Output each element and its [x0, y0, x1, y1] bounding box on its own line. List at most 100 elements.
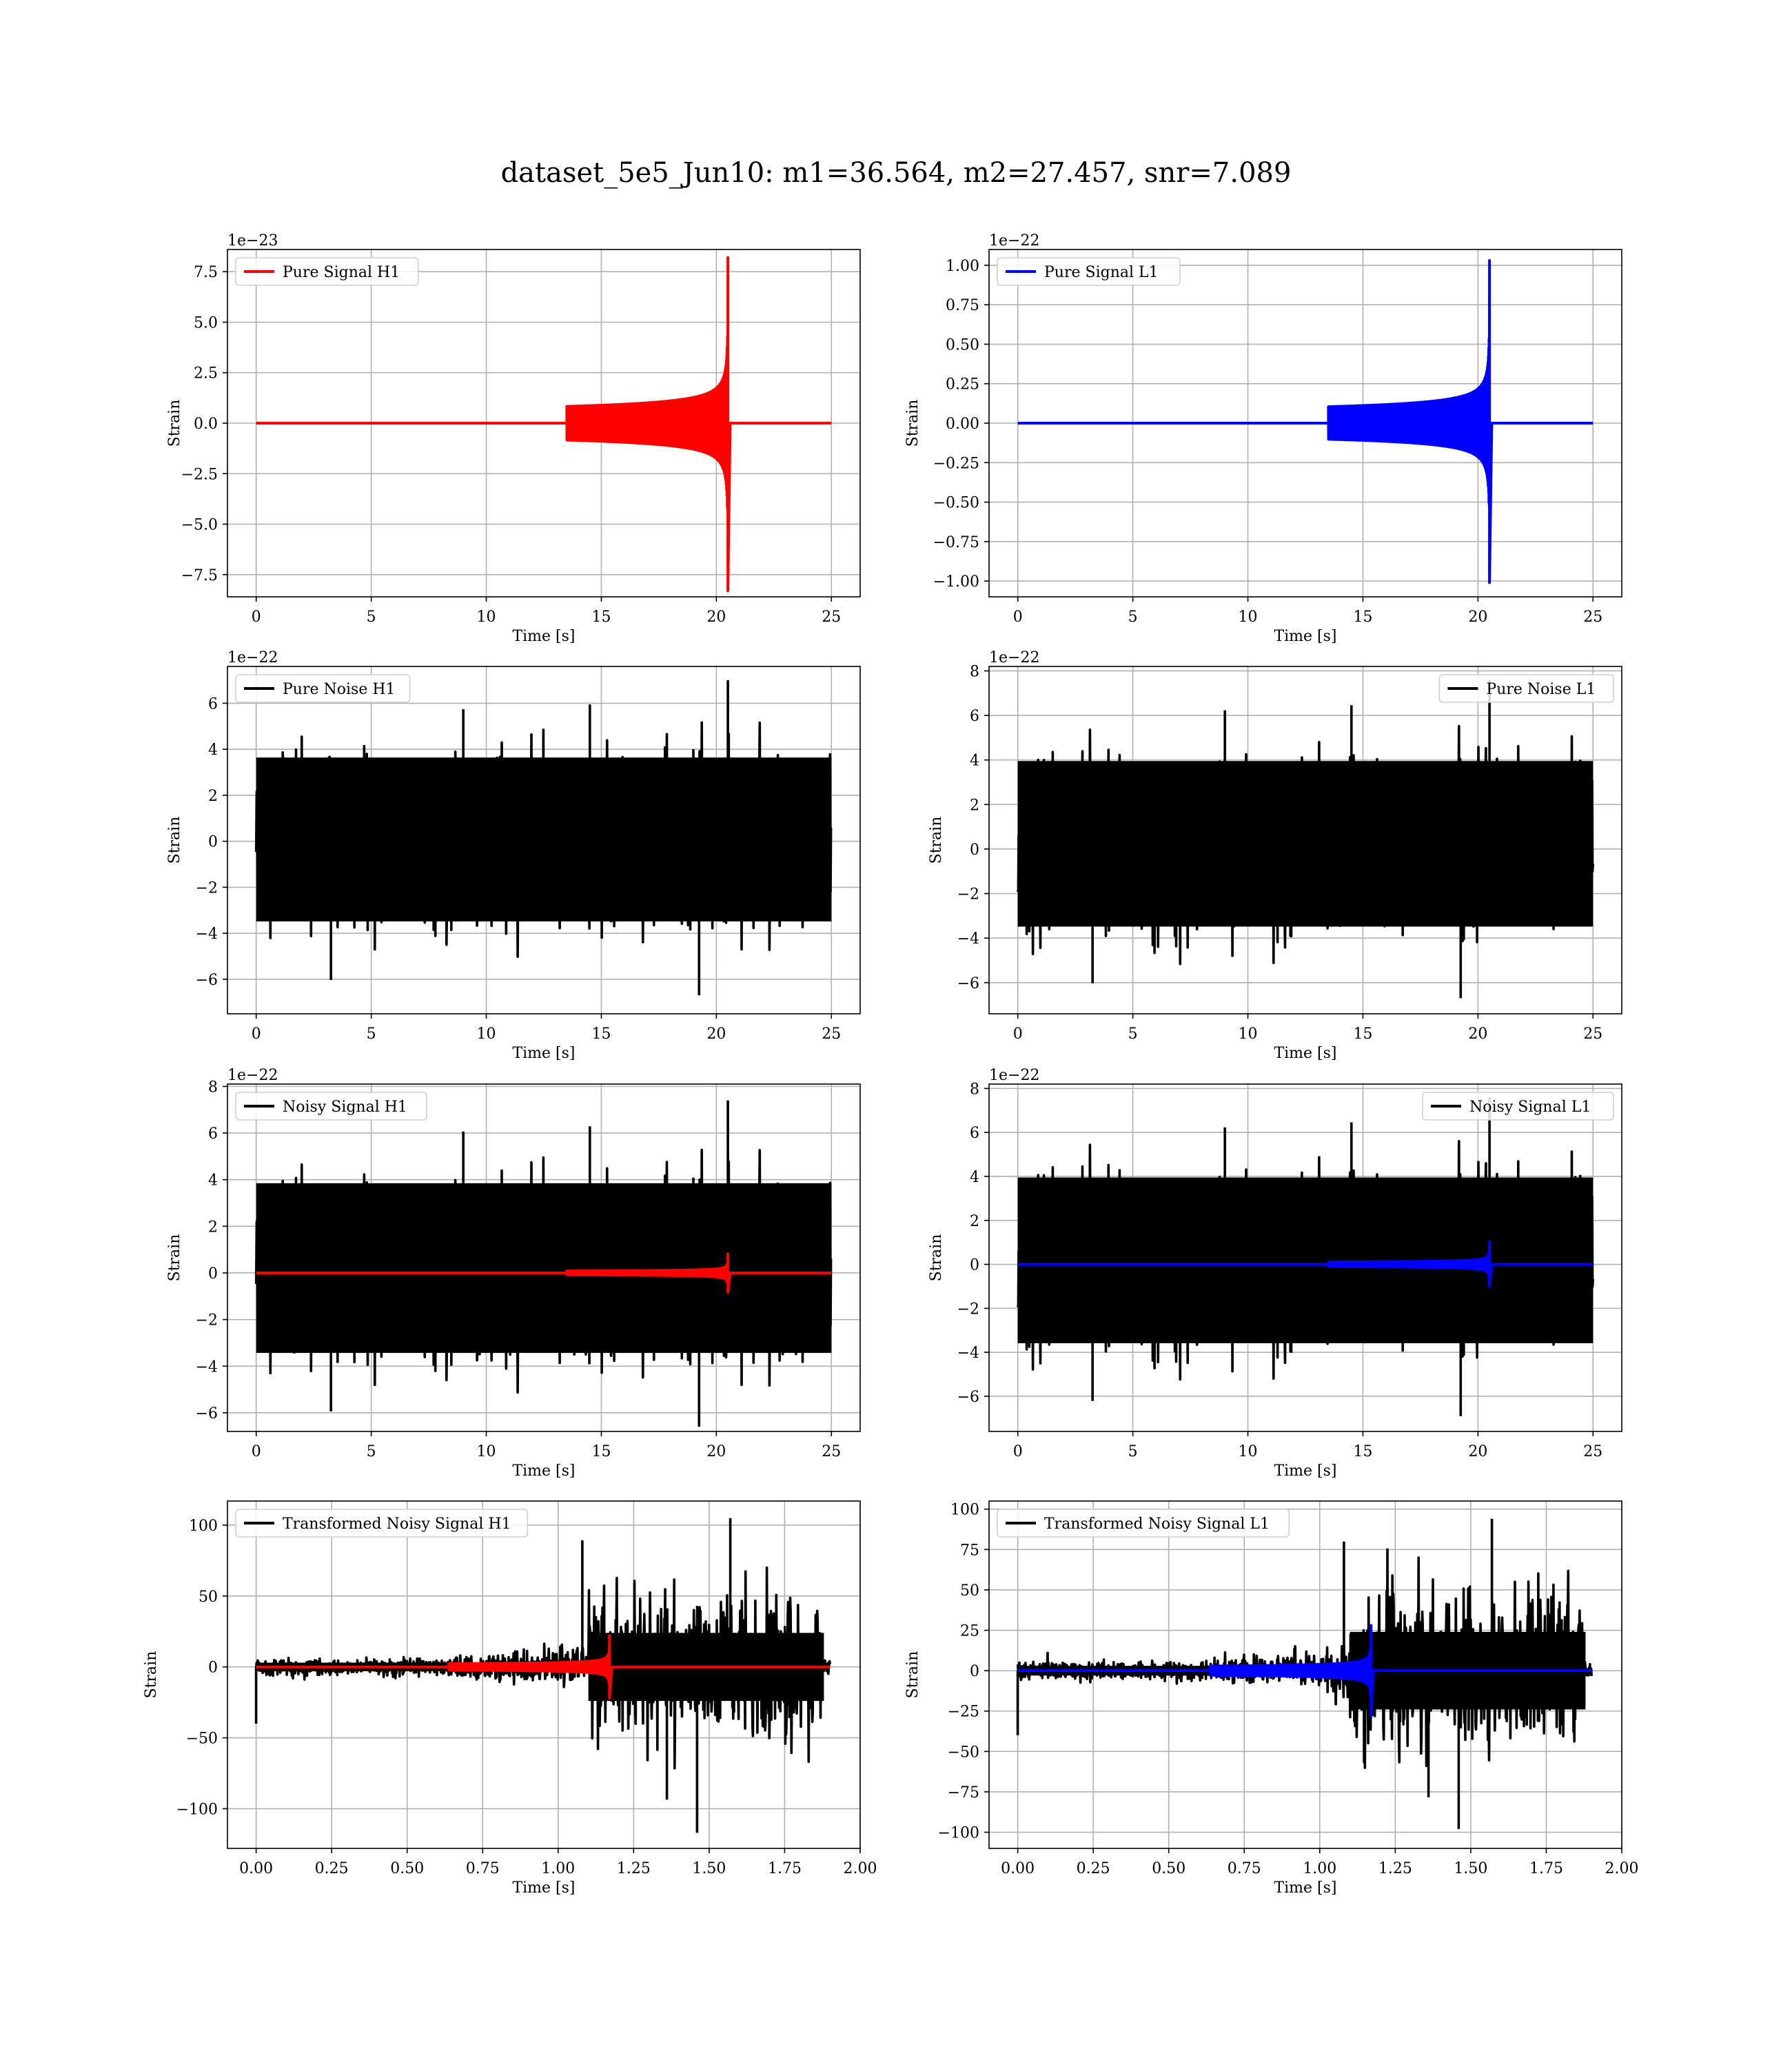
plot-area — [254, 1518, 831, 1833]
legend-box — [1438, 674, 1614, 703]
y-tick-label: 75 — [960, 1542, 979, 1559]
legend-box — [997, 1509, 1290, 1538]
legend: Noisy Signal L1 — [1422, 1092, 1614, 1121]
y-tick-label: −0.75 — [933, 534, 979, 551]
x-axis-label: Time [s] — [1274, 1045, 1336, 1062]
y-tick-label: −2 — [196, 1312, 218, 1329]
subplot-6: 0 5 10 15 20 25 −6 −4 −2 0 2 4 6 8 Time [s] Strain 1e−22… — [928, 1067, 1622, 1480]
y-tick-label: −1.00 — [933, 573, 979, 591]
y-tick-label: −50 — [186, 1731, 218, 1748]
series-line-1 — [1016, 1097, 1595, 1416]
axes-frame — [988, 666, 1622, 1014]
x-tick-label: 0.25 — [315, 1860, 349, 1877]
legend: Transformed Noisy Signal L1 — [997, 1509, 1290, 1538]
y-tick-label: 25 — [960, 1623, 979, 1640]
y-tick-label: 4 — [970, 753, 979, 770]
x-axis-label: Time [s] — [512, 628, 575, 645]
legend-label: Pure Signal H1 — [283, 264, 400, 281]
series-line-2 — [256, 1252, 832, 1294]
plot-area — [256, 256, 832, 593]
plot-area — [1017, 259, 1594, 584]
y-tick-label: −5.0 — [181, 517, 218, 534]
y-tick-label: 0 — [208, 1660, 218, 1677]
y-tick-label: −4 — [196, 1358, 218, 1376]
y-tick-label: 6 — [970, 1125, 979, 1142]
y-tick-label: −6 — [196, 972, 218, 989]
axes-frame — [227, 666, 861, 1014]
y-tick-label: 8 — [208, 1079, 218, 1096]
offset-text: 1e−22 — [227, 1067, 278, 1084]
y-axis-label: Strain — [928, 817, 945, 864]
y-tick-label: 0.75 — [946, 297, 979, 314]
x-tick-label: 0.00 — [1001, 1860, 1035, 1877]
subplot-7: 0.00 0.25 0.50 0.75 1.00 1.25 1.50 1.75 2.00 −100… — [143, 1500, 877, 1897]
x-tick-label: 25 — [822, 1443, 841, 1460]
plot-area — [1016, 680, 1595, 999]
y-axis-label: Strain — [928, 1234, 945, 1282]
subplot-5: 0 5 10 15 20 25 −6 −4 −2 0 2 4 6 8 Time [s] Strain 1e−22… — [166, 1067, 861, 1480]
x-tick-label: 1.75 — [768, 1860, 802, 1877]
x-tick-label: 1.50 — [692, 1860, 726, 1877]
y-tick-label: 2 — [970, 797, 979, 814]
x-axis-label: Time [s] — [1274, 1462, 1336, 1480]
y-tick-label: −100 — [938, 1825, 979, 1842]
x-tick-label: 15 — [591, 609, 611, 626]
y-axis-label: Strain — [166, 817, 183, 864]
legend: Pure Noise H1 — [235, 674, 411, 703]
x-tick-label: 25 — [822, 609, 841, 626]
y-tick-label: 0 — [970, 1257, 979, 1274]
y-axis-label: Strain — [904, 400, 922, 447]
x-tick-label: 2.00 — [1605, 1860, 1639, 1877]
x-tick-label: 1.25 — [1378, 1860, 1412, 1877]
legend-label: Noisy Signal H1 — [283, 1099, 407, 1116]
legend: Pure Signal H1 — [235, 257, 419, 286]
x-tick-label: 0.50 — [390, 1860, 424, 1877]
y-tick-label: 0 — [970, 1663, 979, 1680]
series-line-2 — [1017, 1240, 1594, 1288]
series-line-1 — [256, 256, 832, 593]
x-tick-label: 5 — [1128, 609, 1138, 626]
legend-box — [1422, 1092, 1614, 1121]
x-axis-label: Time [s] — [1274, 1879, 1336, 1897]
x-tick-label: 0 — [1013, 1026, 1023, 1043]
series-line-1 — [254, 1518, 831, 1833]
subplot-2: 0 5 10 15 20 25 −1.00 −0.75 −0.50 −0.25 0.00 0.25 0.… — [904, 232, 1622, 645]
x-tick-label: 15 — [1353, 609, 1372, 626]
x-tick-label: 0.75 — [466, 1860, 500, 1877]
x-tick-label: 0 — [252, 1443, 261, 1460]
legend-label: Noisy Signal L1 — [1469, 1099, 1591, 1116]
x-tick-label: 0 — [1013, 1443, 1023, 1460]
y-tick-label: 8 — [970, 663, 979, 680]
x-tick-label: 25 — [1583, 1443, 1602, 1460]
offset-text: 1e−22 — [989, 649, 1039, 666]
y-tick-label: 0.00 — [946, 416, 979, 433]
offset-text: 1e−22 — [227, 649, 278, 666]
y-tick-label: −6 — [196, 1405, 218, 1422]
y-tick-label: 2 — [208, 1218, 218, 1236]
y-axis-label: Strain — [143, 1651, 160, 1699]
y-tick-label: −2.5 — [181, 466, 218, 483]
series-line-1 — [1017, 259, 1594, 584]
y-axis-label: Strain — [904, 1651, 922, 1699]
y-tick-label: 6 — [208, 695, 218, 713]
y-tick-label: 0.0 — [194, 416, 218, 433]
offset-text: 1e−22 — [989, 1067, 1039, 1084]
subplot-4: 0 5 10 15 20 25 −6 −4 −2 0 2 4 6 8 Time [s] Strain 1e−22… — [928, 649, 1622, 1062]
x-tick-label: 5 — [367, 1026, 376, 1043]
axes-frame — [227, 1500, 861, 1849]
legend: Noisy Signal H1 — [235, 1092, 427, 1121]
x-tick-label: 25 — [1583, 609, 1602, 626]
x-tick-label: 5 — [367, 609, 376, 626]
legend-box — [235, 257, 419, 286]
y-tick-label: 6 — [208, 1125, 218, 1143]
x-tick-label: 15 — [1353, 1443, 1372, 1460]
y-tick-label: −4 — [196, 926, 218, 943]
x-tick-label: 2.00 — [844, 1860, 877, 1877]
x-tick-label: 0 — [252, 609, 261, 626]
x-axis-label: Time [s] — [512, 1879, 575, 1897]
x-tick-label: 0.75 — [1228, 1860, 1261, 1877]
x-tick-label: 20 — [1468, 1026, 1487, 1043]
x-tick-label: 1.25 — [617, 1860, 651, 1877]
